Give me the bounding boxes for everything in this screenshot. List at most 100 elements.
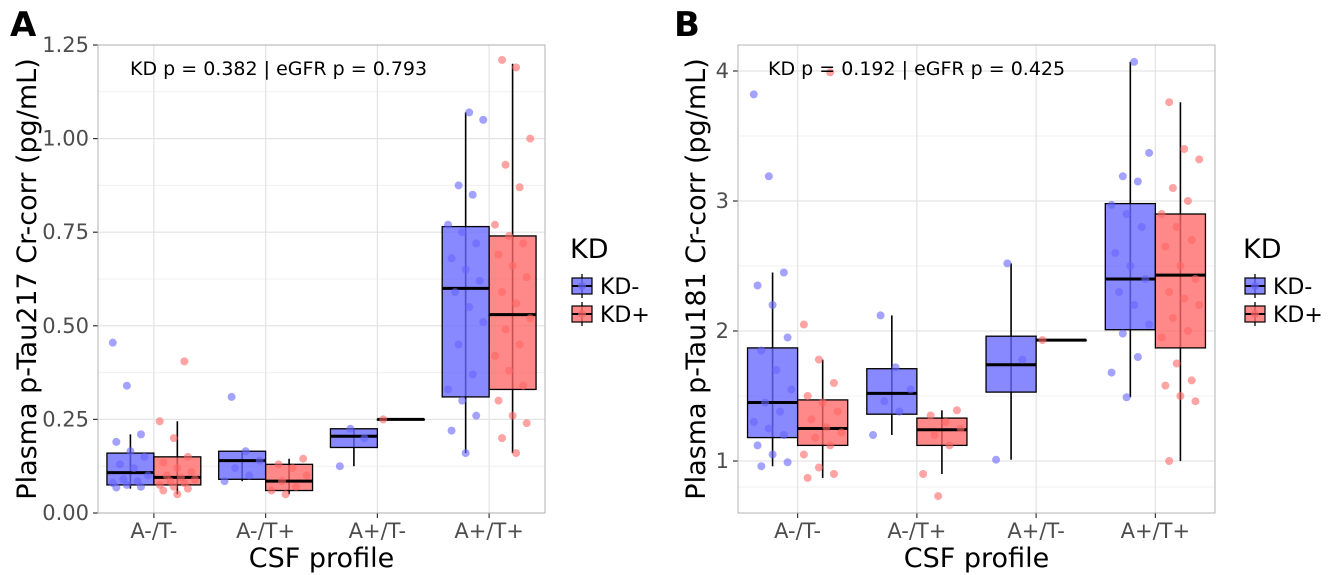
legend-title: KD <box>1243 234 1282 265</box>
data-point <box>519 239 528 248</box>
data-point <box>1180 145 1189 153</box>
data-point <box>945 441 954 450</box>
data-point <box>757 462 766 471</box>
data-point <box>245 471 254 480</box>
stats-annotation: KD p = 0.382 | eGFR p = 0.793 <box>130 58 427 80</box>
data-point <box>811 433 820 442</box>
data-point <box>1115 288 1124 296</box>
data-point <box>126 447 135 456</box>
data-point <box>468 190 477 199</box>
data-point <box>155 417 164 426</box>
data-point <box>220 477 229 486</box>
data-point <box>465 108 474 117</box>
data-point <box>1038 336 1047 345</box>
data-point <box>183 452 192 461</box>
data-point <box>1165 98 1174 107</box>
data-point <box>490 220 499 229</box>
x-tick-label: A+/T+ <box>1121 519 1190 543</box>
data-point <box>1168 314 1177 322</box>
legend-label: KD+ <box>1273 303 1323 328</box>
data-point <box>526 314 535 323</box>
data-point <box>508 411 517 420</box>
legend: KD KD- KD+ <box>1243 234 1323 328</box>
data-point <box>1145 320 1154 329</box>
box-kdminus <box>218 450 267 480</box>
x-tick-label: A-/T+ <box>236 519 295 543</box>
data-point <box>1176 392 1185 400</box>
data-point <box>1183 197 1192 205</box>
data-point <box>919 470 928 478</box>
data-point <box>926 411 935 420</box>
y-tick-label: 0.50 <box>42 314 89 338</box>
data-point <box>749 418 758 426</box>
data-point <box>173 490 182 499</box>
x-tick-label: A-/T- <box>130 519 177 543</box>
x-axis-title: CSF profile <box>904 543 1049 574</box>
data-point <box>522 419 531 428</box>
data-point <box>776 407 785 416</box>
data-point <box>461 449 470 458</box>
data-point <box>764 172 773 181</box>
data-point <box>494 396 503 405</box>
data-point <box>335 462 344 471</box>
data-point <box>122 381 131 390</box>
data-point <box>522 273 531 282</box>
data-point <box>461 265 470 274</box>
data-point <box>952 406 961 415</box>
data-point <box>956 424 965 433</box>
data-point <box>183 484 192 493</box>
data-point <box>1183 327 1192 335</box>
legend-key <box>1244 274 1266 298</box>
data-point <box>1126 262 1135 270</box>
data-point <box>826 441 835 450</box>
data-point <box>136 430 145 439</box>
data-point <box>190 475 199 484</box>
data-point <box>1176 262 1185 270</box>
x-tick-label: A+/T- <box>1007 519 1065 543</box>
data-point <box>1157 210 1166 218</box>
data-point <box>129 464 138 473</box>
legend-key <box>571 302 593 326</box>
legend: KD KD- KD+ <box>570 234 650 328</box>
data-point <box>1137 223 1146 231</box>
data-point <box>472 411 481 420</box>
data-point <box>779 268 788 277</box>
data-point <box>281 490 290 499</box>
data-point <box>288 464 297 473</box>
box-kdplus <box>488 235 537 391</box>
data-point <box>241 447 250 456</box>
x-tick-label: A-/T- <box>774 519 821 543</box>
data-point <box>1130 301 1139 309</box>
data-point <box>267 486 276 495</box>
data-point <box>169 482 178 491</box>
data-point <box>1191 397 1200 406</box>
data-point <box>941 418 950 426</box>
data-point <box>512 299 521 308</box>
data-point <box>1161 381 1170 390</box>
data-point <box>526 134 535 143</box>
y-tick-label: 3 <box>716 189 729 213</box>
data-point <box>173 464 182 473</box>
data-point <box>187 467 196 476</box>
data-point <box>807 415 816 424</box>
data-point <box>787 385 796 394</box>
stats-annotation: KD p = 0.192 | eGFR p = 0.425 <box>768 58 1065 80</box>
data-point <box>475 276 484 285</box>
data-point <box>880 397 889 406</box>
legend-label: KD+ <box>600 303 650 328</box>
y-tick-label: 0.00 <box>42 501 89 525</box>
data-point <box>519 381 528 390</box>
y-axis-title: Plasma p-Tau181 Cr-corr (pg/mL) <box>681 58 712 499</box>
data-point <box>757 346 766 355</box>
data-point <box>292 482 301 491</box>
data-point <box>498 434 507 443</box>
data-point <box>1195 155 1204 164</box>
data-point <box>451 288 460 297</box>
data-point <box>1168 184 1177 192</box>
data-point <box>1118 329 1127 338</box>
data-point <box>159 458 168 467</box>
data-point <box>1133 353 1142 361</box>
x-tick-label: A+/T- <box>349 519 407 543</box>
data-point <box>906 385 915 394</box>
